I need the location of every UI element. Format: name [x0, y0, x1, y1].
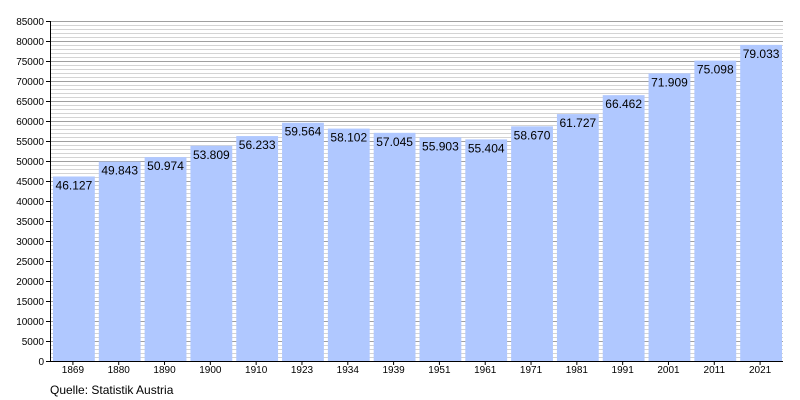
bar-value-label: 58.102 — [330, 131, 367, 145]
y-tick-label: 55000 — [16, 137, 44, 148]
bars — [53, 44, 782, 361]
x-tick-label: 2021 — [749, 365, 772, 376]
bar-value-label: 50.974 — [147, 159, 184, 173]
x-tick-label: 1890 — [153, 365, 176, 376]
bar-value-label: 61.727 — [559, 116, 596, 130]
y-tick-label: 5000 — [22, 337, 45, 348]
bar-value-label: 46.127 — [56, 178, 93, 192]
x-tick-label: 1910 — [245, 365, 268, 376]
x-tick-label: 1880 — [108, 365, 131, 376]
bar — [602, 95, 645, 361]
x-tick-label: 1981 — [566, 365, 589, 376]
y-tick-label: 35000 — [16, 217, 44, 228]
bar-value-labels: 46.127 49.843 50.974 53.809 56.233 59.564 58.1… — [56, 47, 780, 193]
bar — [282, 122, 324, 361]
y-tick-label: 40000 — [16, 197, 44, 208]
y-tick-label: 30000 — [16, 237, 44, 248]
y-tick-label: 25000 — [16, 257, 44, 268]
bar-value-label: 66.462 — [605, 97, 642, 111]
x-axis-tick-labels: 1869 1880 1890 1900 1910 1923 1934 1939 1951 1961… — [62, 365, 772, 376]
bar — [648, 73, 691, 361]
bar — [190, 145, 233, 361]
y-tick-label: 50000 — [16, 157, 44, 168]
x-tick-label: 2001 — [657, 365, 680, 376]
x-tick-label: 1869 — [62, 365, 85, 376]
y-tick-label: 0 — [38, 357, 44, 368]
bar-value-label: 55.404 — [468, 141, 505, 155]
bar — [236, 136, 279, 361]
bar-value-label: 71.909 — [651, 75, 688, 89]
x-tick-label: 1923 — [291, 365, 314, 376]
bar-value-label: 79.033 — [743, 47, 780, 61]
y-tick-label: 10000 — [16, 317, 44, 328]
y-tick-label: 45000 — [16, 177, 44, 188]
x-tick-label: 1934 — [337, 365, 360, 376]
bar — [53, 176, 95, 361]
y-tick-label: 80000 — [16, 37, 44, 48]
bar-value-label: 58.670 — [514, 128, 551, 142]
x-tick-label: 1991 — [612, 365, 635, 376]
bar — [511, 126, 553, 361]
bar-value-label: 59.564 — [285, 125, 322, 139]
y-tick-label: 85000 — [16, 17, 44, 28]
y-tick-label: 15000 — [16, 297, 44, 308]
y-tick-label: 60000 — [16, 117, 44, 128]
y-tick-label: 75000 — [16, 57, 44, 68]
bar-value-label: 56.233 — [239, 138, 276, 152]
x-tick-label: 1900 — [199, 365, 222, 376]
y-tick-label: 20000 — [16, 277, 44, 288]
bar-value-label: 57.045 — [376, 135, 413, 149]
bar-value-label: 49.843 — [101, 164, 138, 178]
x-tick-label: 2011 — [704, 365, 726, 376]
source-note: Quelle: Statistik Austria — [50, 383, 174, 397]
bar — [556, 114, 599, 361]
bar — [373, 132, 416, 361]
bar — [740, 44, 782, 361]
bar — [327, 128, 370, 361]
bar-value-label: 75.098 — [697, 63, 734, 77]
x-tick-label: 1971 — [520, 365, 543, 376]
y-axis-tick-labels: 0 5000 10000 15000 20000 25000 30000 35000 40000… — [16, 17, 44, 368]
x-tick-label: 1951 — [428, 365, 451, 376]
bar-value-label: 53.809 — [193, 148, 230, 162]
bar — [98, 161, 141, 361]
bar — [465, 139, 508, 361]
bar-value-label: 55.903 — [422, 139, 459, 153]
y-tick-label: 70000 — [16, 77, 44, 88]
bar — [419, 137, 462, 361]
x-tick-label: 1961 — [474, 365, 497, 376]
x-tick-label: 1939 — [382, 365, 405, 376]
axes — [46, 21, 783, 365]
bar — [694, 60, 737, 361]
bar — [144, 157, 187, 361]
y-tick-label: 65000 — [16, 97, 44, 108]
